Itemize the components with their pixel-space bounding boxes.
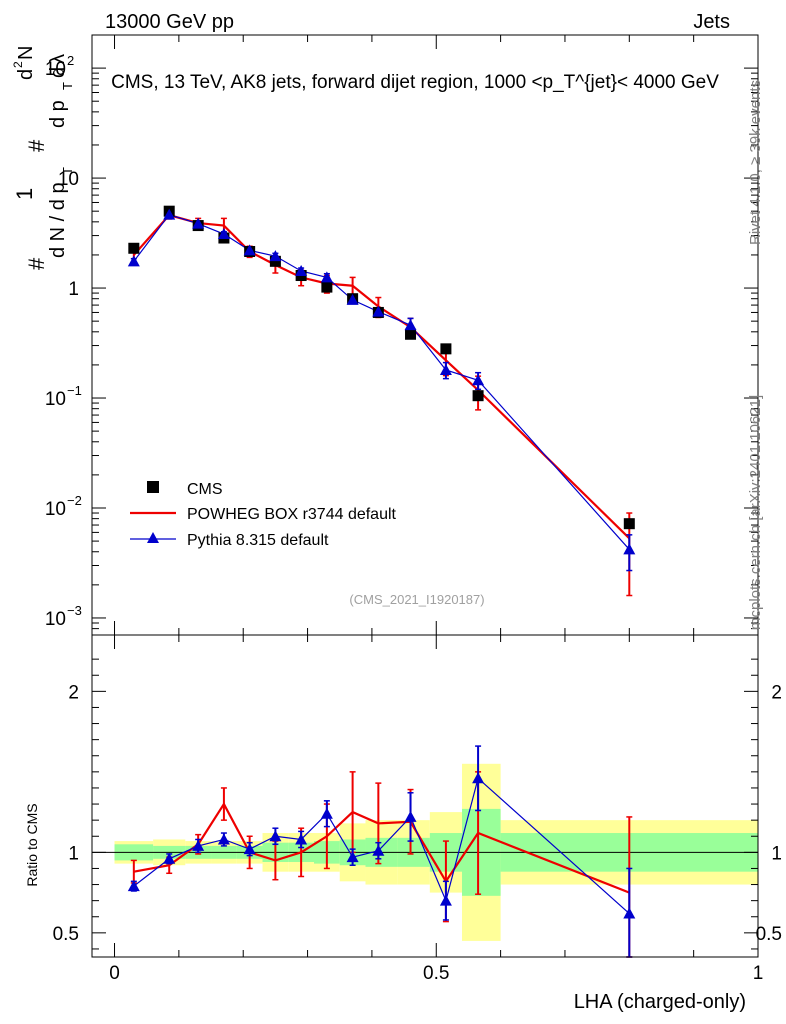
ratio-line-pythia xyxy=(133,777,630,914)
pythia-data-point xyxy=(295,264,308,276)
ratio-y-tick-label-left: 2 xyxy=(68,682,79,703)
ratio-pythia-point xyxy=(404,810,417,822)
main-y-tick-exponent: −2 xyxy=(67,493,82,508)
main-y-tick-label: 10 xyxy=(58,169,79,190)
pythia-data-point xyxy=(404,319,417,331)
pythia-data-point xyxy=(127,255,140,267)
ratio-pythia-point xyxy=(163,852,176,864)
ylabel-sup-2: 2 xyxy=(11,61,25,68)
ylabel-dn-dpt: d N / d p xyxy=(47,182,69,258)
ylabel-hash-2: # xyxy=(24,139,49,152)
legend: CMS POWHEG BOX r3744 default Pythia 8.31… xyxy=(130,481,397,549)
cms-data-point xyxy=(440,343,452,355)
mcplots-source-label: mcplots.cern.ch [arXiv:2401.10621] xyxy=(747,395,764,630)
x-tick-label: 0.5 xyxy=(423,963,449,984)
legend-pythia-marker xyxy=(147,532,159,543)
ratio-y-tick-label-right: 1 xyxy=(771,843,782,864)
main-y-tick-label: 10 xyxy=(45,389,66,410)
ylabel-dpt2: d p xyxy=(47,100,69,128)
analysis-tag: (CMS_2021_I1920187) xyxy=(349,592,484,607)
main-line-pythia xyxy=(133,213,630,550)
x-tick-label: 1 xyxy=(753,963,764,984)
cms-data-point xyxy=(128,242,140,254)
x-tick-label: 0 xyxy=(109,963,120,984)
chart-series xyxy=(127,205,636,958)
ratio-pythia-point xyxy=(295,833,308,845)
ylabel-one: 1 xyxy=(12,188,37,200)
pythia-data-point xyxy=(439,363,452,375)
ratio-pythia-point xyxy=(320,807,333,819)
pythia-data-point xyxy=(346,293,359,305)
pythia-data-point xyxy=(472,374,485,386)
pythia-data-point xyxy=(192,217,205,229)
pythia-data-point xyxy=(163,208,176,220)
ylabel-hash: # xyxy=(24,257,49,270)
ratio-pythia-point xyxy=(472,772,485,784)
ratio-pythia-point xyxy=(192,839,205,851)
rivet-version-label: Rivet 4.1.0, ≥ 39k events xyxy=(747,80,764,245)
main-y-tick-label: 10 xyxy=(45,499,66,520)
header-energy-label: 13000 GeV pp xyxy=(105,11,234,33)
ratio-y-tick-label-right: 0.5 xyxy=(756,924,782,945)
cms-data-point xyxy=(405,328,417,340)
x-axis-label: LHA (charged-only) xyxy=(574,991,746,1013)
pythia-data-point xyxy=(372,305,385,317)
legend-cms-marker xyxy=(147,481,159,493)
ylabel-t-sub-2: T xyxy=(60,82,75,90)
ylabel-t-sub: T xyxy=(60,167,75,175)
ratio-pythia-point xyxy=(217,833,230,845)
ratio-pythia-point xyxy=(346,851,359,863)
ratio-pythia-point xyxy=(127,880,140,892)
main-y-tick-label: 10 xyxy=(45,59,66,80)
legend-pythia-label: Pythia 8.315 default xyxy=(187,532,329,549)
ratio-y-axis-label: Ratio to CMS xyxy=(24,803,40,886)
main-y-tick-exponent: 2 xyxy=(67,53,74,68)
cms-data-point xyxy=(623,518,635,530)
ratio-y-tick-label-left: 0.5 xyxy=(53,924,79,945)
ratio-pythia-point xyxy=(623,907,636,919)
ratio-y-tick-label-right: 2 xyxy=(771,682,782,703)
pythia-data-point xyxy=(320,271,333,283)
ylabel-lambda: λ xyxy=(47,54,69,64)
main-y-tick-exponent: −3 xyxy=(67,603,82,618)
cms-data-point xyxy=(472,390,484,402)
ratio-line-powheg xyxy=(133,801,630,894)
ylabel-dlambda-d: d xyxy=(47,67,69,78)
ratio-pythia-point xyxy=(439,894,452,906)
ratio-pythia-point xyxy=(372,844,385,856)
header-jets-label: Jets xyxy=(693,11,730,33)
legend-cms-label: CMS xyxy=(187,481,223,498)
pythia-data-point xyxy=(269,250,282,262)
pythia-data-point xyxy=(217,228,230,240)
main-y-tick-label: 1 xyxy=(68,279,79,300)
ratio-y-tick-label-left: 1 xyxy=(68,843,79,864)
ylabel-n: N xyxy=(15,46,37,60)
cms-data-point xyxy=(269,255,281,267)
legend-powheg-label: POWHEG BOX r3744 default xyxy=(187,506,397,523)
ratio-pythia-point xyxy=(269,830,282,842)
main-y-axis-label: # 1 d N / d p T # d 2 N d p T d λ xyxy=(11,46,75,270)
ylabel-d: d xyxy=(15,69,37,80)
main-y-tick-exponent: −1 xyxy=(67,383,82,398)
pythia-data-point xyxy=(623,543,636,555)
ratio-pythia-point xyxy=(243,843,256,855)
main-y-tick-label: 10 xyxy=(45,609,66,630)
cms-data-point xyxy=(321,281,333,293)
ratio-plot-frame xyxy=(91,634,759,958)
chart-title: CMS, 13 TeV, AK8 jets, forward dijet reg… xyxy=(111,72,719,93)
pythia-data-point xyxy=(243,244,256,256)
